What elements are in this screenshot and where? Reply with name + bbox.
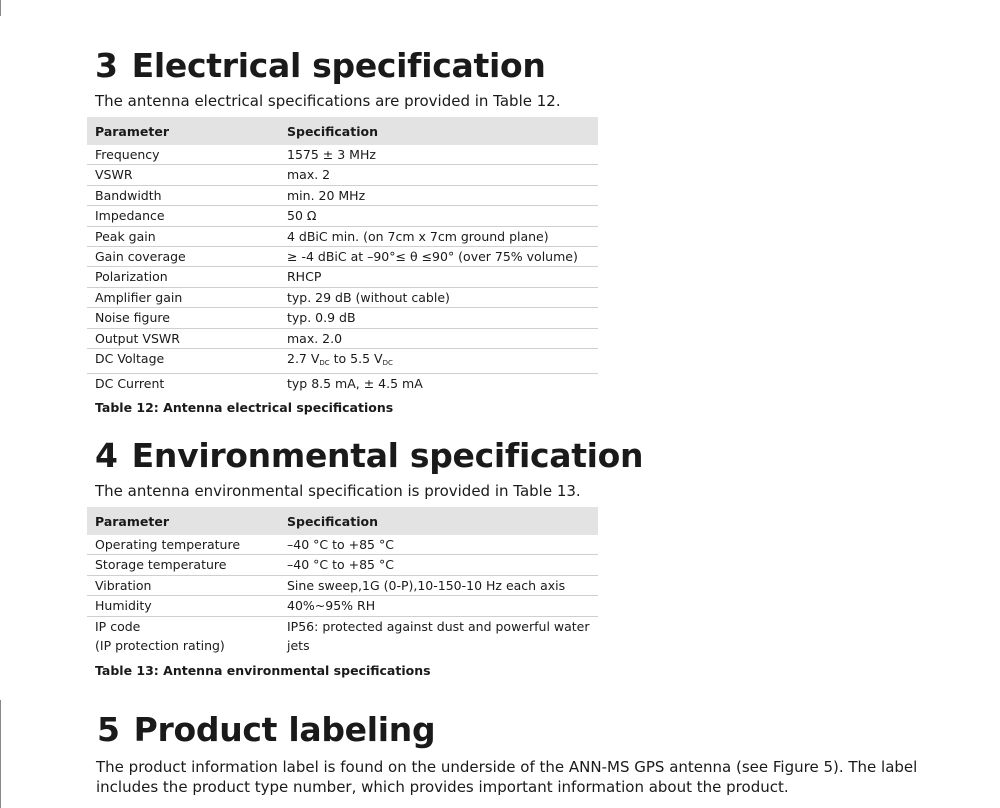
- table-header-row: Parameter Specification: [87, 117, 598, 145]
- parameter-cell: Output VSWR: [87, 328, 279, 349]
- spec-value-cell: 4 dBiC min. (on 7cm x 7cm ground plane): [279, 226, 598, 247]
- spec-value-cell: –40 °C to +85 °C: [279, 535, 598, 556]
- dc-mid: to 5.5 V: [329, 350, 383, 366]
- dc-min: 2.7 V: [287, 350, 320, 366]
- table-row: Operating temperature –40 °C to +85 °C: [87, 535, 598, 556]
- table-12-caption: Table 12: Antenna electrical specificati…: [95, 400, 394, 415]
- page-edge-line: [0, 700, 1, 808]
- section-4-intro: The antenna environmental specification …: [95, 482, 581, 500]
- header-parameter: Parameter: [87, 117, 279, 145]
- table-row: Bandwidth min. 20 MHz: [87, 185, 598, 207]
- section-3-intro: The antenna electrical specifications ar…: [95, 92, 561, 110]
- section-number: 5: [97, 710, 120, 749]
- section-title: Environmental specification: [131, 436, 644, 475]
- table-row: Amplifier gain typ. 29 dB (without cable): [87, 287, 598, 309]
- spec-value-cell: max. 2: [279, 164, 598, 186]
- spec-value-cell: ≥ -4 dBiC at –90°≤ θ ≤90° (over 75% volu…: [279, 246, 598, 268]
- header-parameter: Parameter: [87, 507, 279, 535]
- parameter-cell: Amplifier gain: [87, 287, 279, 309]
- parameter-cell: Vibration: [87, 575, 279, 597]
- parameter-cell: Operating temperature: [87, 535, 279, 556]
- spec-value-cell: typ 8.5 mA, ± 4.5 mA: [287, 375, 423, 391]
- section-title: Electrical specification: [131, 46, 546, 85]
- table-header-row: Parameter Specification: [87, 507, 598, 535]
- spec-value-cell: typ. 0.9 dB: [279, 307, 598, 329]
- parameter-cell: IP code (IP protection rating): [87, 616, 279, 655]
- table-row: Output VSWR max. 2.0: [87, 328, 598, 349]
- spec-value-cell: Sine sweep,1G (0-P),10-150-10 Hz each ax…: [279, 575, 598, 597]
- spec-value-cell: min. 20 MHz: [279, 185, 598, 207]
- header-specification: Specification: [279, 117, 598, 145]
- table-row: Peak gain 4 dBiC min. (on 7cm x 7cm groun…: [87, 226, 598, 247]
- spec-value-cell: 1575 ± 3 MHz: [279, 145, 598, 166]
- table-row: VSWR max. 2: [87, 164, 598, 186]
- spec-value-cell: IP56: protected against dust and powerfu…: [287, 618, 590, 653]
- spec-value-cell: max. 2.0: [279, 328, 598, 349]
- parameter-cell: VSWR: [87, 164, 279, 186]
- parameter-cell: Polarization: [87, 266, 279, 288]
- table-row: Frequency 1575 ± 3 MHz: [87, 145, 598, 166]
- section-number: 3: [95, 46, 118, 85]
- parameter-cell: Peak gain: [87, 226, 279, 247]
- table-13-caption: Table 13: Antenna environmental specific…: [95, 663, 431, 678]
- parameter-cell: Noise figure: [87, 307, 279, 329]
- section-number: 4: [95, 436, 118, 475]
- spec-value-cell: 40%~95% RH: [279, 595, 598, 617]
- dc-sub: DC: [382, 358, 393, 367]
- table-row: Impedance 50 Ω: [87, 205, 598, 227]
- table-row: IP code (IP protection rating) IP56: prote…: [87, 616, 598, 655]
- spec-value-cell: typ. 29 dB (without cable): [279, 287, 598, 309]
- section-3-heading: 3 Electrical specification: [95, 46, 546, 85]
- table-row: Noise figure typ. 0.9 dB: [87, 307, 598, 329]
- environmental-spec-table: Parameter Specification Operating temper…: [87, 507, 598, 655]
- parameter-cell: DC Voltage: [87, 348, 279, 374]
- spec-value-cell: 50 Ω: [279, 205, 598, 227]
- table-row: Vibration Sine sweep,1G (0-P),10-150-10 H…: [87, 575, 598, 597]
- section-5-intro: The product information label is found o…: [96, 758, 918, 796]
- page-edge-line: [0, 0, 1, 16]
- section-5-heading: 5 Product labeling: [97, 710, 436, 749]
- spec-value-cell: –40 °C to +85 °C: [279, 554, 598, 576]
- section-title: Product labeling: [133, 710, 436, 749]
- electrical-spec-table: Parameter Specification Frequency 1575 ± …: [87, 117, 598, 393]
- table-row: Storage temperature –40 °C to +85 °C: [87, 554, 598, 576]
- parameter-cell: Storage temperature: [87, 554, 279, 576]
- dc-sub: DC: [319, 358, 330, 367]
- parameter-cell: Frequency: [87, 145, 279, 166]
- spec-value-cell: RHCP: [279, 266, 598, 288]
- parameter-cell: Gain coverage: [87, 246, 279, 268]
- header-specification: Specification: [279, 507, 598, 535]
- parameter-cell: Humidity: [87, 595, 279, 617]
- ip-subline: (IP protection rating): [95, 637, 225, 653]
- parameter-cell: Bandwidth: [87, 185, 279, 207]
- parameter-cell: DC Current: [95, 375, 165, 391]
- table-row: Humidity 40%~95% RH: [87, 595, 598, 617]
- parameter-cell: Impedance: [87, 205, 279, 227]
- table-row: Polarization RHCP: [87, 266, 598, 288]
- spec-value-cell: 2.7 VDC to 5.5 VDC: [279, 348, 598, 374]
- section-4-heading: 4 Environmental specification: [95, 436, 644, 475]
- table-row: Gain coverage ≥ -4 dBiC at –90°≤ θ ≤90° (…: [87, 246, 598, 268]
- table-row: DC Current typ 8.5 mA, ± 4.5 mA: [87, 373, 598, 393]
- table-row: DC Voltage 2.7 VDC to 5.5 VDC: [87, 348, 598, 374]
